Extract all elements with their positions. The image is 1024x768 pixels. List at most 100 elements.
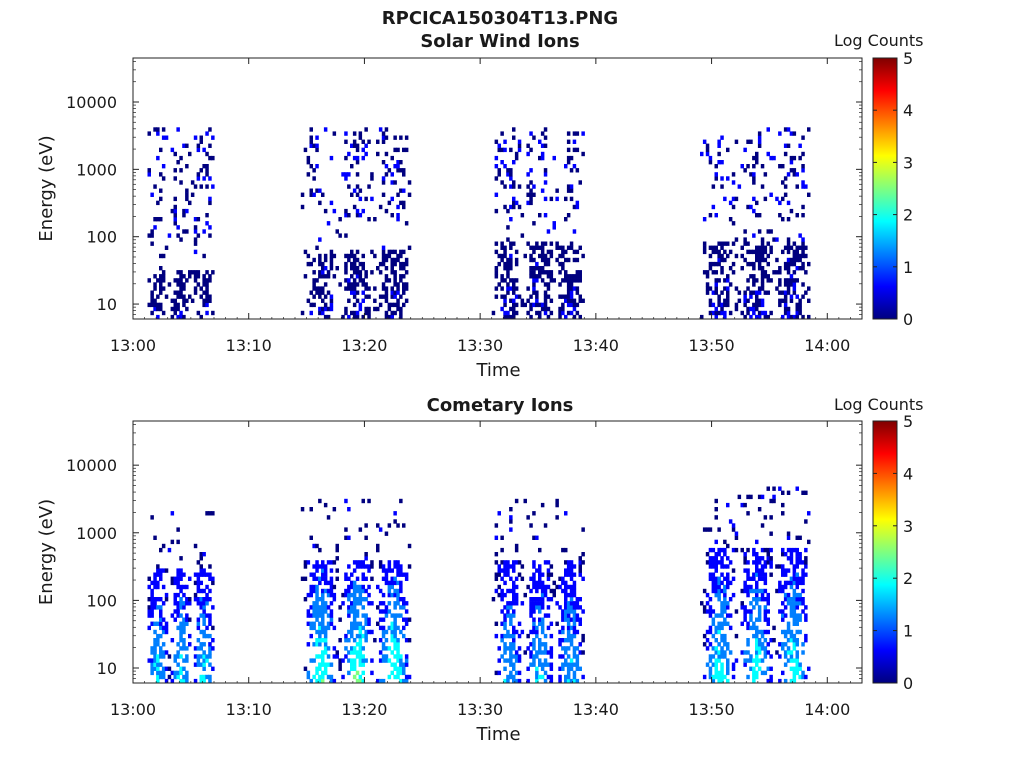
heat-cell (384, 646, 389, 651)
heat-cell (202, 588, 206, 594)
heat-cell (503, 164, 507, 169)
heat-cell (581, 638, 585, 643)
x-tick-label: 14:00 (804, 336, 850, 355)
heat-cell (196, 654, 201, 659)
y-tick-label: 100 (86, 591, 117, 610)
heat-cell (549, 196, 554, 202)
heat-cell (763, 547, 768, 553)
heat-cell (566, 613, 571, 618)
heat-cell (506, 172, 510, 177)
heat-cell (156, 678, 160, 684)
heat-cell (578, 314, 582, 320)
heat-cell (193, 135, 198, 140)
heat-cell (199, 662, 203, 667)
heat-cell (749, 314, 753, 320)
heat-cell (752, 306, 756, 312)
heat-cell (179, 584, 183, 590)
heat-cell (795, 266, 799, 271)
heat-cell (376, 306, 380, 312)
heat-cell (512, 662, 516, 667)
heat-cell (173, 302, 177, 308)
heat-cell (364, 576, 368, 581)
heat-cell (503, 245, 507, 250)
heat-cell (384, 572, 389, 577)
heat-cell (752, 302, 756, 308)
heat-cell (763, 560, 768, 565)
heat-cell (540, 592, 545, 598)
heat-cell (749, 274, 753, 279)
heat-cell (749, 306, 753, 312)
heat-cell (786, 217, 791, 222)
heat-cell (329, 568, 334, 573)
heat-cell (760, 670, 765, 676)
heat-cell (352, 155, 357, 161)
heat-cell (329, 261, 334, 267)
heat-cell (804, 613, 808, 618)
heat-cell (781, 609, 785, 614)
heat-cell (350, 646, 354, 651)
heat-cell (384, 274, 389, 279)
heat-cell (543, 290, 548, 295)
heat-cell (190, 192, 195, 197)
heat-cell (755, 568, 759, 573)
heat-cell (506, 168, 510, 173)
heat-cell (211, 184, 215, 189)
heat-cell (347, 257, 351, 263)
heat-cell (156, 633, 160, 639)
heat-cell (546, 270, 551, 275)
heat-cell (804, 490, 808, 495)
heat-cell (367, 592, 371, 598)
heat-cell (766, 560, 770, 565)
heat-cell (384, 580, 389, 586)
heat-cell (769, 278, 773, 283)
heat-cell (804, 605, 808, 610)
heat-cell (404, 662, 409, 667)
heat-cell (564, 249, 568, 255)
heat-cell (766, 601, 770, 606)
heat-cell (326, 592, 331, 598)
heat-cell (153, 621, 157, 626)
heat-cell (156, 127, 160, 132)
heat-cell (384, 613, 389, 618)
heat-cell (306, 609, 311, 614)
heat-cell (202, 633, 206, 639)
heat-cell (714, 584, 718, 590)
heat-cell (355, 654, 360, 659)
heat-cell (789, 294, 794, 299)
heat-cell (789, 314, 794, 320)
heat-cell (303, 249, 308, 255)
heat-cell (404, 617, 409, 622)
heat-cell (176, 527, 180, 532)
heat-cell (512, 184, 516, 189)
heat-cell (381, 617, 386, 622)
heat-cell (532, 597, 536, 602)
heat-cell (404, 221, 409, 226)
heat-cell (792, 670, 797, 676)
heat-cell (564, 274, 568, 279)
heat-cell (352, 266, 357, 271)
heat-cell (300, 507, 305, 512)
heat-cell (760, 249, 765, 255)
heat-cell (572, 564, 577, 569)
heat-cell (543, 306, 548, 312)
heat-cell (196, 617, 201, 622)
heat-cell (572, 601, 577, 606)
heat-cell (569, 241, 574, 246)
heat-cell (381, 139, 386, 144)
heat-cell (783, 266, 788, 271)
heat-cell (352, 605, 357, 610)
heat-cell (529, 294, 533, 299)
heat-cell (170, 147, 175, 153)
heat-cell (564, 584, 568, 590)
heat-cell (792, 605, 797, 610)
heat-cell (752, 290, 756, 295)
heat-cell (786, 314, 791, 320)
heat-cell (159, 217, 163, 222)
heat-cell (312, 302, 316, 308)
heat-cell (156, 294, 160, 299)
heat-cell (355, 155, 360, 161)
heat-cell (575, 131, 580, 136)
heat-cell (538, 662, 542, 667)
heat-cell (205, 221, 209, 226)
